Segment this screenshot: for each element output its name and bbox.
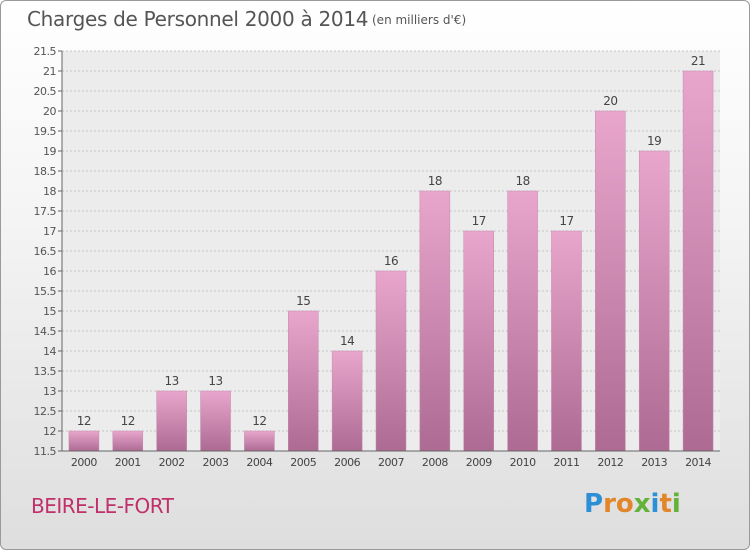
y-tick-label: 14 bbox=[43, 345, 56, 358]
y-tick-label: 12.5 bbox=[34, 405, 57, 418]
data-label: 13 bbox=[208, 374, 222, 388]
y-tick-label: 19.5 bbox=[34, 125, 57, 138]
logo-letter: P bbox=[584, 489, 604, 519]
x-tick-label: 2007 bbox=[378, 456, 404, 469]
y-tick-label: 17 bbox=[43, 225, 56, 238]
data-label: 19 bbox=[647, 134, 661, 148]
data-label: 12 bbox=[121, 414, 135, 428]
bar bbox=[419, 190, 451, 452]
y-tick-label: 15 bbox=[43, 305, 56, 318]
bar bbox=[200, 390, 231, 452]
y-tick-label: 12 bbox=[43, 425, 56, 438]
y-tick-label: 14.5 bbox=[34, 325, 57, 338]
x-tick-label: 2012 bbox=[597, 456, 623, 469]
y-tick-label: 20.5 bbox=[34, 85, 57, 98]
data-label: 16 bbox=[384, 254, 398, 268]
data-label: 14 bbox=[340, 334, 354, 348]
commune-name: BEIRE-LE-FORT bbox=[31, 494, 174, 518]
data-label: 18 bbox=[428, 174, 442, 188]
proxiti-logo: Proxiti bbox=[584, 489, 681, 519]
y-tick-label: 16 bbox=[43, 265, 56, 278]
chart-title: Charges de Personnel 2000 à 2014 bbox=[27, 7, 369, 31]
x-tick-label: 2005 bbox=[290, 456, 316, 469]
bar bbox=[112, 430, 144, 452]
y-tick-label: 13 bbox=[43, 385, 56, 398]
y-tick-label: 18.5 bbox=[34, 165, 57, 178]
bar-layer: 12 12 13 13 12 15 14 16 18 17 18 17 20 19 21 bbox=[68, 54, 714, 452]
y-tick-label: 16.5 bbox=[34, 245, 57, 258]
data-label: 12 bbox=[252, 414, 266, 428]
logo-letter: r bbox=[603, 489, 616, 519]
bar bbox=[463, 230, 494, 452]
x-tick-label: 2002 bbox=[159, 456, 185, 469]
bar bbox=[507, 190, 538, 452]
y-tick-label: 11.5 bbox=[34, 445, 57, 458]
y-tick-label: 21 bbox=[43, 65, 56, 78]
data-label: 15 bbox=[296, 294, 310, 308]
data-label: 17 bbox=[559, 214, 573, 228]
data-label: 13 bbox=[165, 374, 179, 388]
logo-letter: o bbox=[615, 489, 634, 519]
logo-letter: t bbox=[659, 489, 672, 519]
bar bbox=[288, 310, 319, 452]
y-tick-label: 17.5 bbox=[34, 205, 57, 218]
y-tick-label: 19 bbox=[43, 145, 56, 158]
x-tick-label: 2004 bbox=[246, 456, 272, 469]
x-tick-label: 2000 bbox=[71, 456, 97, 469]
axis-layer: 11.5 12 12.5 13 13.5 14 14.5 15 15.5 16 16.5 17 17.5… bbox=[34, 45, 720, 469]
bar bbox=[68, 430, 100, 452]
data-label: 18 bbox=[515, 174, 529, 188]
x-tick-label: 2013 bbox=[641, 456, 667, 469]
x-tick-label: 2010 bbox=[510, 456, 536, 469]
x-tick-label: 2014 bbox=[685, 456, 711, 469]
data-label: 17 bbox=[472, 214, 486, 228]
bar bbox=[595, 110, 626, 452]
bar bbox=[638, 150, 670, 452]
bar bbox=[375, 270, 407, 452]
logo-letter: x bbox=[633, 489, 651, 519]
x-tick-label: 2001 bbox=[115, 456, 141, 469]
bar bbox=[331, 350, 363, 452]
data-label: 20 bbox=[603, 94, 617, 108]
x-tick-label: 2009 bbox=[466, 456, 492, 469]
chart-subtitle: (en milliers d'€) bbox=[372, 13, 467, 27]
y-tick-label: 18 bbox=[43, 185, 56, 198]
data-label: 21 bbox=[691, 54, 705, 68]
y-tick-label: 13.5 bbox=[34, 365, 57, 378]
data-label: 12 bbox=[77, 414, 91, 428]
logo-letter: i bbox=[671, 489, 681, 519]
x-tick-label: 2006 bbox=[334, 456, 360, 469]
bar bbox=[682, 70, 714, 452]
y-tick-label: 21.5 bbox=[34, 45, 57, 58]
bar bbox=[244, 430, 275, 452]
x-tick-label: 2008 bbox=[422, 456, 448, 469]
y-tick-label: 20 bbox=[43, 105, 56, 118]
x-tick-label: 2011 bbox=[553, 456, 579, 469]
y-tick-label: 15.5 bbox=[34, 285, 57, 298]
bar bbox=[551, 230, 582, 452]
bar bbox=[156, 390, 187, 452]
x-tick-label: 2003 bbox=[203, 456, 229, 469]
logo-letter: i bbox=[650, 489, 660, 519]
